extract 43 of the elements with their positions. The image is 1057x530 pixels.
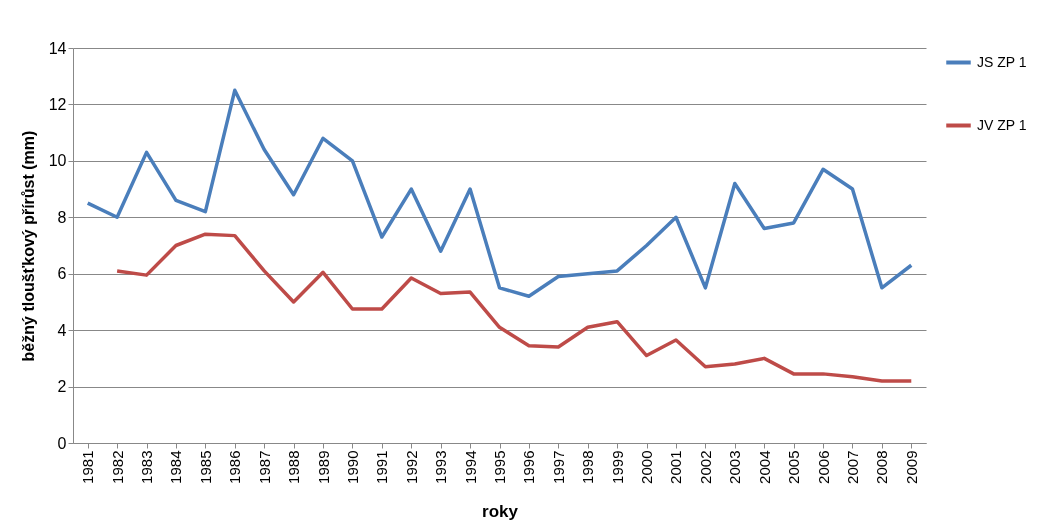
x-tick-label: 2004 [755, 450, 773, 484]
x-tick-label: 1985 [196, 450, 214, 484]
x-tick-label: 1986 [226, 450, 244, 484]
x-tick-label: 1997 [549, 450, 567, 484]
x-tick-label: 1998 [579, 450, 597, 484]
x-tick-label: 1983 [138, 450, 156, 484]
y-tick-label: 10 [48, 152, 67, 170]
x-tick-label: 2002 [696, 450, 714, 484]
x-tick-label: 2001 [667, 450, 685, 484]
x-axis-title: roky [482, 501, 519, 521]
y-tick-label: 0 [57, 434, 67, 452]
x-tick-label: 2003 [726, 450, 744, 484]
y-tick-label: 4 [57, 321, 67, 339]
y-tick-label: 6 [57, 265, 67, 283]
x-tick-label: 1982 [108, 450, 126, 484]
x-tick-label: 1987 [255, 450, 273, 484]
line-series [115, 232, 914, 383]
x-tick-label: 1994 [461, 450, 479, 484]
x-tick-label: 1993 [432, 450, 450, 484]
x-tick-label: 2005 [785, 450, 803, 484]
x-tick-label: 2007 [843, 450, 861, 484]
y-tick-label: 12 [48, 95, 67, 113]
x-tick-label: 1988 [285, 450, 303, 484]
x-tick-label: 2006 [814, 450, 832, 484]
x-tick-label: 1984 [167, 450, 185, 484]
x-tick-label: 1981 [79, 450, 97, 484]
x-tick-label: 1999 [608, 450, 626, 484]
line-series [85, 88, 914, 299]
x-tick-label: 2008 [873, 450, 891, 484]
x-tick-label: 1992 [402, 450, 420, 484]
y-tick-label: 2 [57, 378, 67, 396]
legend-label: JV ZP 1 [977, 116, 1027, 133]
y-tick-label: 8 [57, 208, 67, 226]
y-axis-title: běžný tloušťkový přírůst (mm) [19, 130, 37, 362]
y-tick-label: 14 [48, 39, 67, 57]
x-tick-label: 2000 [638, 450, 656, 484]
x-tick-label: 1995 [491, 450, 508, 484]
legend-label: JS ZP 1 [977, 53, 1027, 70]
x-tick-label: 1991 [373, 450, 391, 484]
x-tick-label: 2009 [902, 450, 920, 484]
x-tick-label: 1990 [343, 450, 361, 484]
x-tick-label: 1996 [520, 450, 538, 484]
x-tick-label: 1989 [314, 450, 332, 484]
